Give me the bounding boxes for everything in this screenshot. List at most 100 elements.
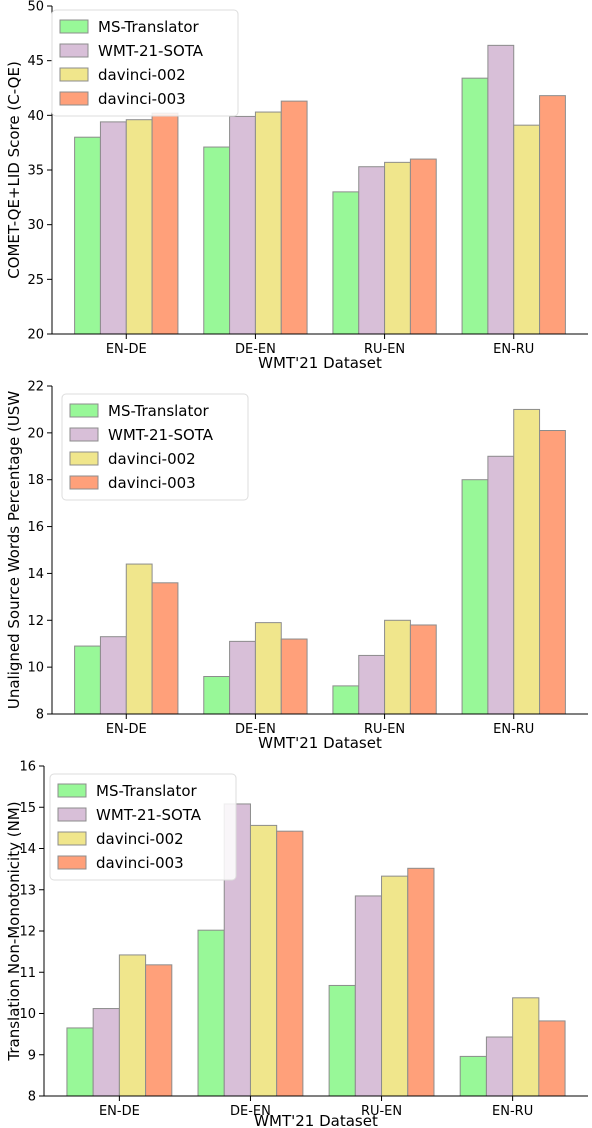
legend-label: WMT-21-SOTA	[108, 426, 214, 444]
y-tick-label: 35	[27, 164, 44, 179]
bar-en-de-davinci-003	[151, 582, 179, 715]
bar-de-en-wmt-21-sota	[229, 640, 256, 715]
bar-de-en-wmt-21-sota	[229, 115, 256, 335]
bar-ru-en-davinci-003	[409, 624, 437, 715]
bar-de-en-ms-translator	[203, 146, 231, 335]
legend-label: davinci-002	[108, 450, 196, 468]
x-axis-label: WMT'21 Dataset	[258, 734, 382, 752]
x-tick-label-de-en: DE-EN	[235, 342, 276, 357]
bar-en-ru-wmt-21-sota	[485, 1036, 514, 1097]
bar-ru-en-ms-translator	[328, 984, 356, 1097]
y-axis-label: Unaligned Source Words Percentage (USW	[5, 391, 23, 709]
chart-comet-qe: 20 25 30 35 40 45 50 EN-DE DE-EN RU-EN EN-RU WMT'21…	[5, 0, 588, 372]
bar-de-en-davinci-003	[280, 638, 308, 715]
y-tick-label: 15	[19, 801, 36, 816]
y-tick-label: 12	[19, 925, 36, 940]
bar-de-en-ms-translator	[203, 676, 231, 715]
bar-ru-en-wmt-21-sota	[358, 654, 386, 715]
x-tick-label-ru-en: RU-EN	[364, 722, 405, 737]
bar-en-ru-ms-translator	[461, 77, 489, 335]
bar-ru-en-davinci-003	[407, 867, 435, 1097]
x-tick-label-en-de: EN-DE	[106, 342, 147, 357]
y-tick-label: 8	[28, 1090, 36, 1105]
legend-swatch	[59, 19, 89, 34]
legend-label: MS-Translator	[98, 18, 200, 36]
legend-label: WMT-21-SOTA	[98, 42, 204, 60]
legend-frame	[61, 393, 249, 501]
bar-en-ru-davinci-002	[512, 997, 540, 1097]
y-tick-label: 14	[19, 842, 36, 857]
bar-en-ru-davinci-003	[539, 95, 566, 335]
bar-de-en-ms-translator	[197, 929, 225, 1097]
y-axis-label: COMET-QE+LID Score (C-QE)	[5, 61, 23, 279]
legend-swatch	[69, 427, 99, 442]
x-tick-label-en-ru: EN-RU	[493, 342, 534, 357]
legend-swatch	[57, 807, 87, 822]
x-axis-label: WMT'21 Dataset	[258, 354, 382, 372]
legend-swatch	[69, 475, 99, 490]
y-tick-label: 16	[19, 760, 36, 775]
legend-label: MS-Translator	[108, 402, 210, 420]
x-tick-label-en-de: EN-DE	[106, 722, 147, 737]
legend-label: WMT-21-SOTA	[96, 806, 202, 824]
bar-ru-en-davinci-002	[384, 619, 411, 715]
legend-label: davinci-003	[108, 474, 196, 492]
legend-swatch	[57, 783, 87, 798]
bar-ru-en-wmt-21-sota	[358, 166, 386, 335]
x-tick-label-en-ru: EN-RU	[493, 722, 534, 737]
bar-en-de-davinci-002	[125, 563, 153, 715]
x-tick-label-de-en: DE-EN	[230, 1104, 271, 1119]
bar-en-de-ms-translator	[66, 1027, 94, 1097]
x-tick-label-en-de: EN-DE	[99, 1104, 140, 1119]
y-tick-label: 10	[19, 1007, 36, 1022]
legend-swatch	[69, 451, 99, 466]
bar-ru-en-davinci-002	[384, 161, 411, 335]
bar-en-ru-davinci-002	[513, 124, 541, 335]
x-tick-label-en-ru: EN-RU	[492, 1104, 533, 1119]
x-axis-label: WMT'21 Dataset	[254, 1112, 378, 1128]
legend: MS-Translator WMT-21-SOTA davinci-002 davin…	[51, 9, 239, 117]
bar-en-ru-ms-translator	[461, 479, 489, 715]
legend: MS-Translator WMT-21-SOTA davinci-002 davin…	[49, 773, 237, 881]
bar-en-de-wmt-21-sota	[99, 121, 127, 335]
y-tick-label: 12	[27, 614, 44, 629]
y-tick-label: 25	[27, 273, 44, 288]
bars	[74, 44, 566, 335]
y-tick-label: 45	[27, 54, 44, 69]
y-tick-label: 20	[27, 426, 44, 441]
y-tick-label: 30	[27, 218, 44, 233]
y-tick-label: 10	[27, 661, 44, 676]
bar-en-ru-davinci-003	[539, 430, 566, 715]
bar-en-de-davinci-003	[145, 964, 173, 1097]
bar-en-de-wmt-21-sota	[99, 636, 127, 715]
bar-en-de-davinci-002	[118, 954, 147, 1097]
legend-label: davinci-003	[96, 854, 184, 872]
y-tick-label: 13	[19, 883, 36, 898]
y-tick-label: 18	[27, 473, 44, 488]
bar-en-de-davinci-002	[125, 119, 153, 335]
bar-de-en-davinci-003	[280, 100, 308, 335]
bar-en-ru-davinci-002	[513, 408, 541, 715]
bar-ru-en-ms-translator	[332, 191, 360, 335]
legend-swatch	[59, 67, 89, 82]
y-tick-label: 22	[27, 380, 44, 395]
legend-frame	[49, 773, 237, 881]
bars	[66, 803, 566, 1097]
x-tick-label-ru-en: RU-EN	[361, 1104, 402, 1119]
bar-en-de-davinci-003	[151, 112, 179, 335]
legend-swatch	[59, 43, 89, 58]
y-tick-label: 14	[27, 567, 44, 582]
bar-ru-en-wmt-21-sota	[354, 895, 383, 1097]
y-tick-label: 11	[19, 966, 36, 981]
x-tick-label-ru-en: RU-EN	[364, 342, 405, 357]
x-tick-label-de-en: DE-EN	[235, 722, 276, 737]
legend-swatch	[57, 831, 87, 846]
bar-de-en-davinci-002	[249, 824, 278, 1097]
legend: MS-Translator WMT-21-SOTA davinci-002 davin…	[61, 393, 249, 501]
y-tick-label: 20	[27, 328, 44, 343]
bar-ru-en-davinci-002	[381, 875, 409, 1097]
legend-swatch	[59, 91, 89, 106]
y-tick-label: 40	[27, 109, 44, 124]
y-tick-label: 16	[27, 520, 44, 535]
